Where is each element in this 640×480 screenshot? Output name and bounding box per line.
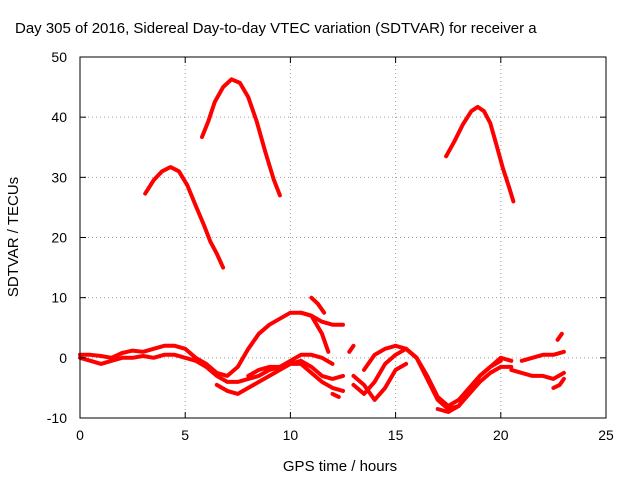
series-layer xyxy=(78,77,566,414)
series-cluster-3 xyxy=(214,361,345,396)
x-tick-label: 0 xyxy=(76,427,84,443)
series-cluster-12 xyxy=(309,295,327,315)
grid-layer xyxy=(80,57,606,418)
series-cluster-11 xyxy=(519,349,566,363)
x-tick-label: 20 xyxy=(493,427,509,443)
y-tick-label: 10 xyxy=(51,290,67,306)
series-cluster-5 xyxy=(298,310,331,354)
y-tick-label: 0 xyxy=(59,350,67,366)
x-tick-label: 10 xyxy=(283,427,299,443)
x-tick-label: 5 xyxy=(181,427,189,443)
y-tick-label: 20 xyxy=(51,230,67,246)
series-cluster-16 xyxy=(551,376,566,390)
y-tick-label: 30 xyxy=(51,169,67,185)
x-tick-label: 25 xyxy=(598,427,614,443)
y-axis-label: SDTVAR / TECUs xyxy=(5,177,22,297)
series-cluster-9 xyxy=(435,358,503,414)
x-axis-label: GPS time / hours xyxy=(283,458,397,475)
y-tick-label: 40 xyxy=(51,109,67,125)
series-cluster-8 xyxy=(351,361,409,402)
series-cluster-2 xyxy=(78,352,335,384)
chart-title: Day 305 of 2016, Sidereal Day-to-day VTE… xyxy=(15,20,537,37)
series-cluster-10 xyxy=(509,367,566,381)
series-cluster-15 xyxy=(555,331,564,342)
tick-layer: 0 5 10 15 20 25 -10 0 10 20 30 40 50 xyxy=(47,49,614,443)
series-arc-3 xyxy=(444,104,516,204)
series-cluster-4 xyxy=(246,358,345,381)
plot-frame xyxy=(79,56,607,419)
series-arc-1 xyxy=(143,165,226,270)
y-tick-label: 50 xyxy=(51,49,67,65)
series-cluster-13 xyxy=(330,391,341,399)
y-tick-label: -10 xyxy=(47,410,67,426)
series-arc-2 xyxy=(200,77,282,198)
series-cluster-14 xyxy=(347,343,356,354)
x-tick-label: 15 xyxy=(388,427,404,443)
